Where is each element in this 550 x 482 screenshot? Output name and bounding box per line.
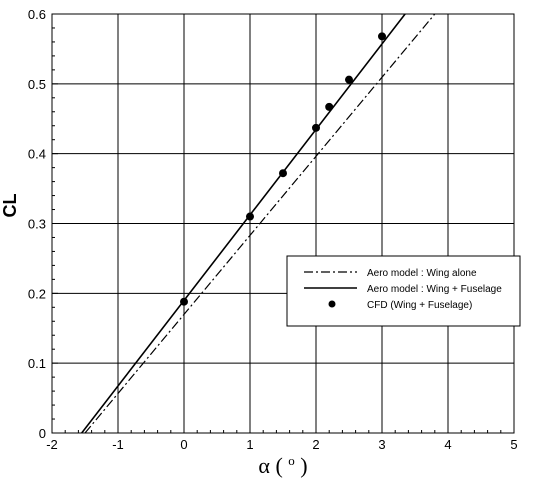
x-axis-label-close-paren: ) xyxy=(300,453,307,478)
cfd-data-point xyxy=(180,297,188,306)
x-tick-label: 1 xyxy=(246,437,253,452)
ticks xyxy=(51,13,515,434)
cfd-data-point xyxy=(345,75,353,84)
x-axis-label-open-paren: ( xyxy=(275,453,282,478)
y-axis-label: CL xyxy=(0,194,20,218)
y-tick-label: 0.2 xyxy=(28,286,46,301)
x-tick-label: 4 xyxy=(444,437,451,452)
cfd-data-point xyxy=(279,169,287,178)
legend-label: Aero model : Wing alone xyxy=(367,268,477,279)
x-tick-label: 0 xyxy=(180,437,187,452)
y-tick-label: 0 xyxy=(39,426,46,441)
series-line-aero-model-wing-fuselage xyxy=(81,14,406,433)
y-tick-label: 0.3 xyxy=(28,217,46,232)
y-tick-label: 0.1 xyxy=(28,356,46,371)
tick-labels: -2 -1 0 1 2 3 4 5 0 0.1 0.2 0.3 0.4 0.5 0.6 xyxy=(28,7,518,452)
cfd-data-point xyxy=(325,102,334,111)
legend: Aero model : Wing alone Aero model : Wing… xyxy=(286,255,521,327)
x-axis-label: α ( o ) xyxy=(258,445,307,478)
legend-box xyxy=(286,255,521,327)
x-tick-label: 2 xyxy=(312,437,319,452)
y-tick-label: 0.4 xyxy=(28,147,46,162)
grid xyxy=(52,14,514,433)
legend-label: Aero model : Wing + Fuselage xyxy=(367,284,502,295)
x-axis-label-unit: o xyxy=(288,453,295,468)
cfd-data-point xyxy=(312,123,320,132)
cfd-data-point xyxy=(378,32,386,41)
legend-label: CFD (Wing + Fuselage) xyxy=(367,300,472,311)
cfd-data-point xyxy=(246,212,254,221)
x-tick-label: -2 xyxy=(46,437,58,452)
y-tick-label: 0.6 xyxy=(28,7,46,22)
series-line-aero-model-wing-alone xyxy=(84,14,436,433)
legend-marker xyxy=(328,300,336,308)
x-tick-label: -1 xyxy=(112,437,124,452)
x-tick-label: 5 xyxy=(510,437,517,452)
y-tick-label: 0.5 xyxy=(28,77,46,92)
series-layer xyxy=(81,14,436,433)
x-axis-label-symbol: α xyxy=(258,453,270,478)
x-tick-label: 3 xyxy=(378,437,385,452)
